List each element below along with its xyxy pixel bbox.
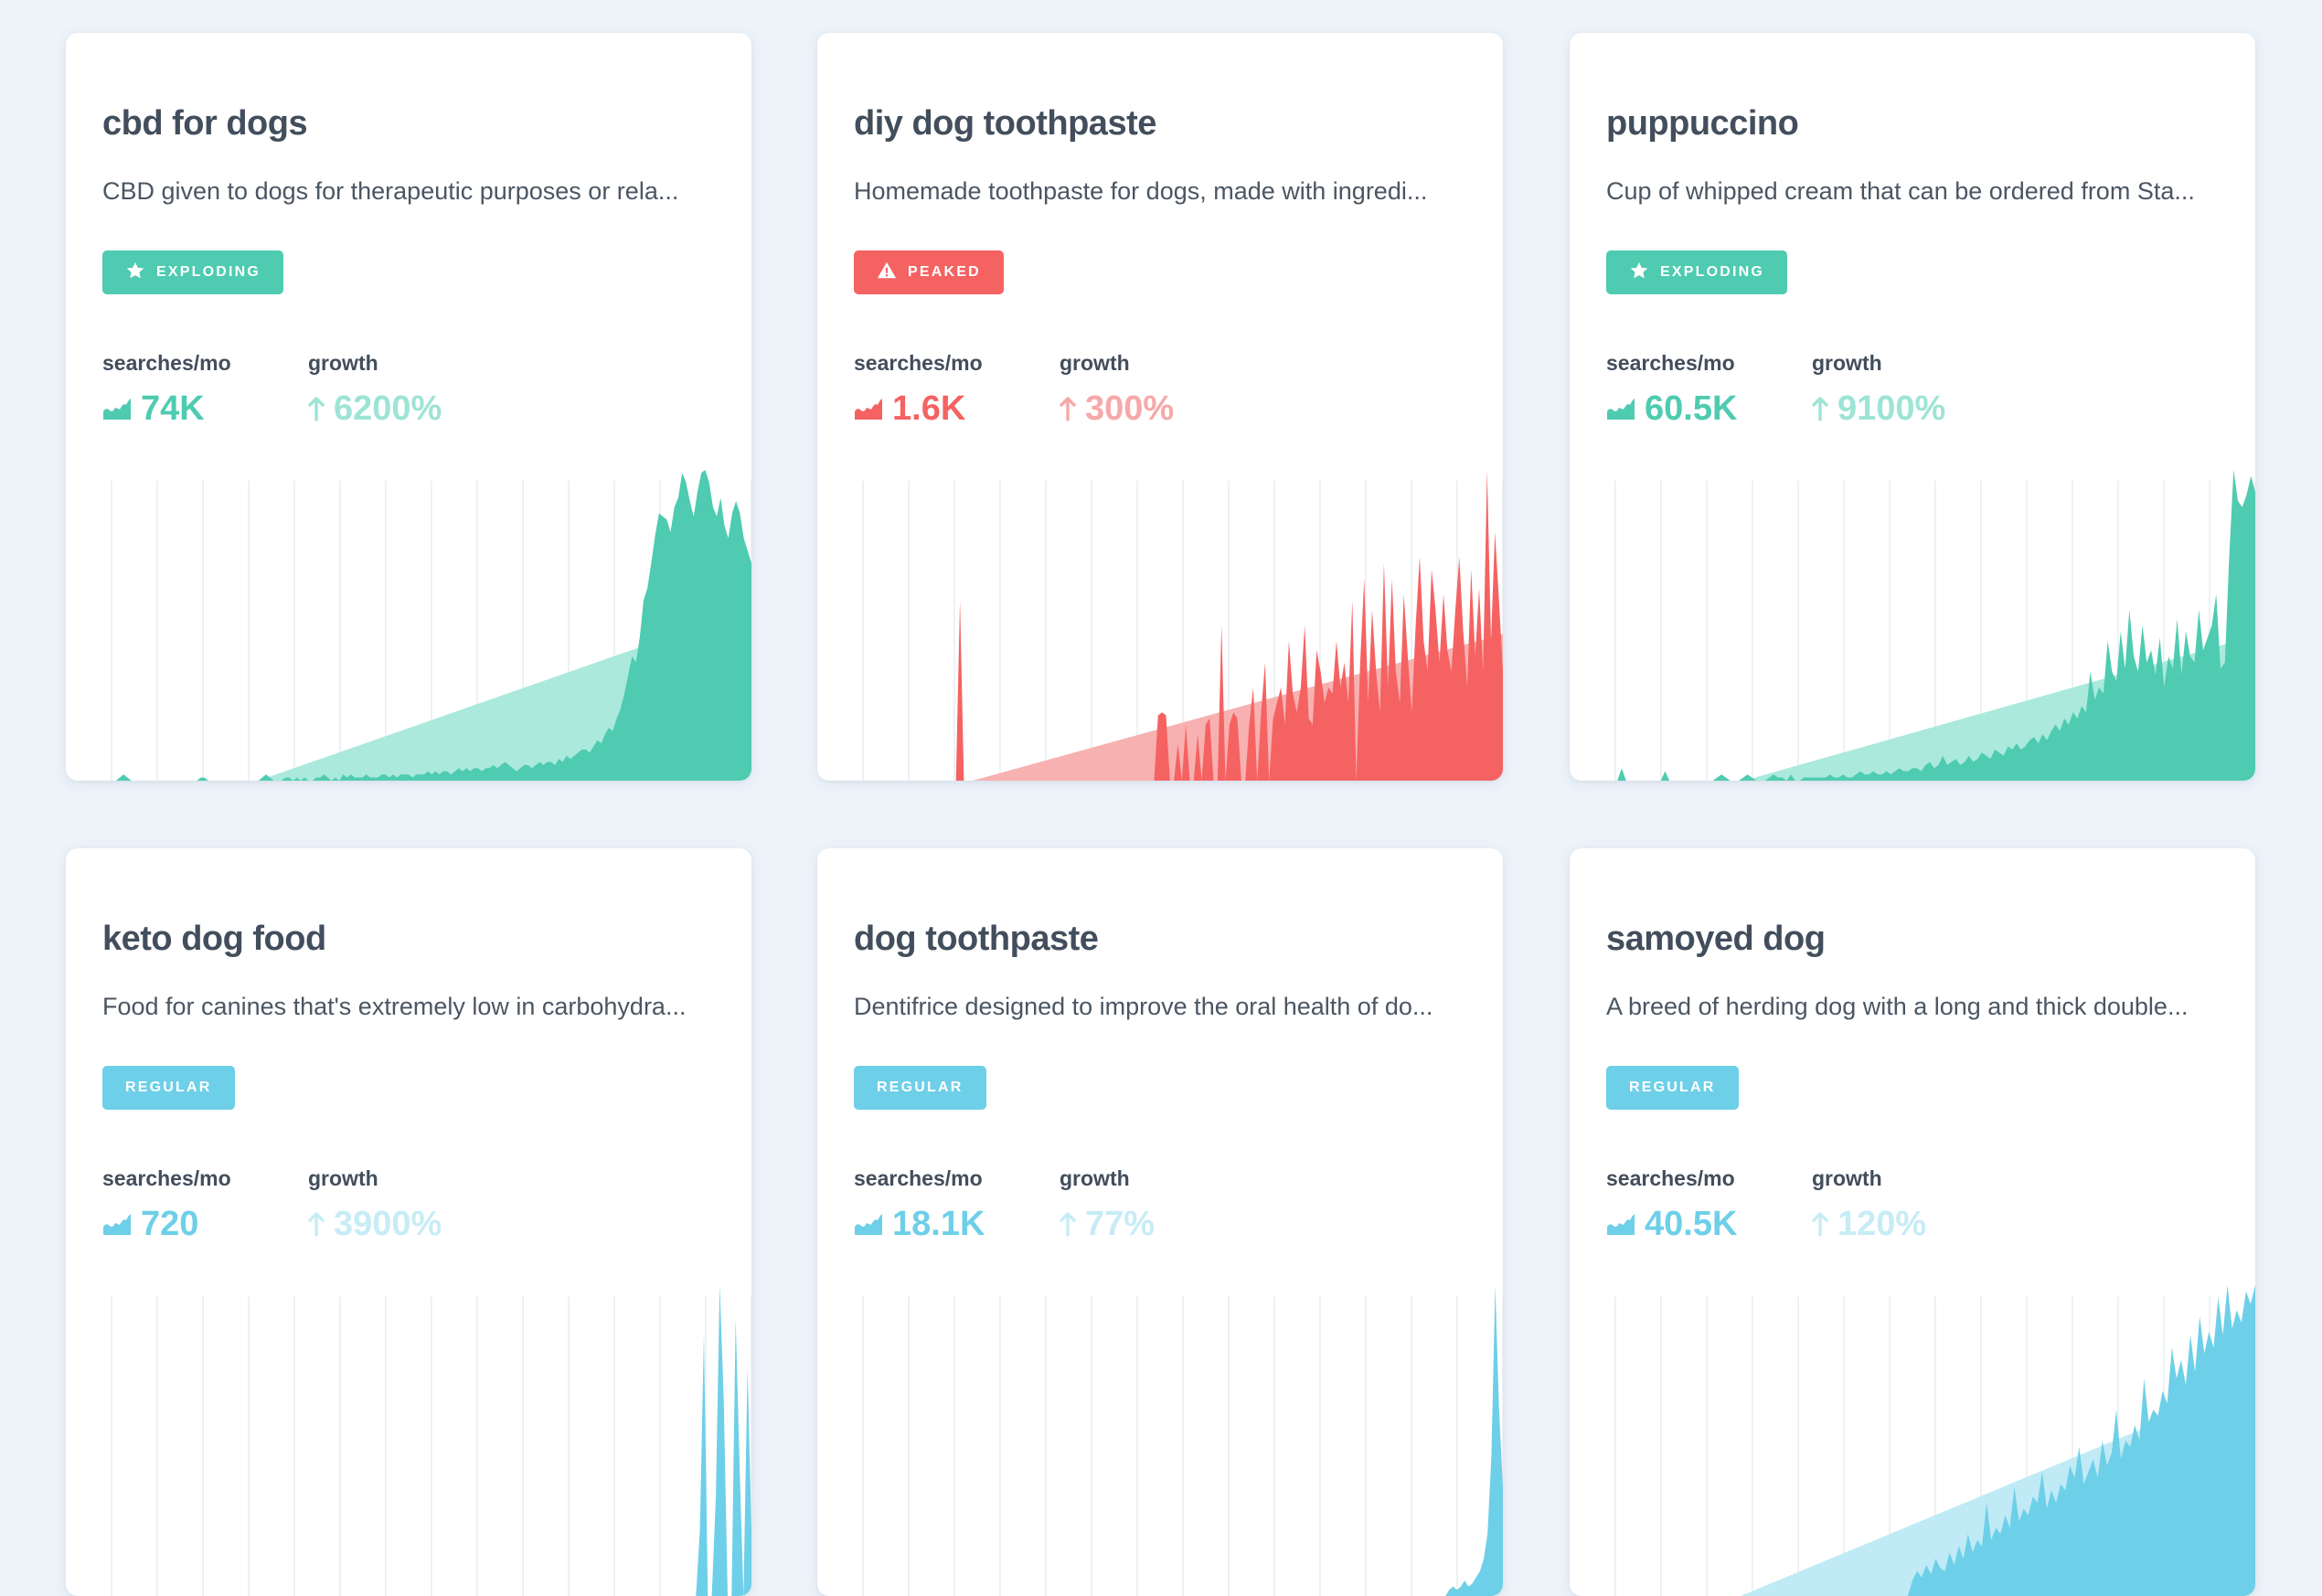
- growth-value: 6200%: [308, 386, 442, 431]
- trends-grid: cbd for dogs CBD given to dogs for thera…: [66, 33, 2255, 1596]
- growth-label: growth: [308, 1166, 378, 1190]
- searches-label: searches/mo: [102, 1166, 231, 1190]
- growth-value: 3900%: [308, 1201, 442, 1247]
- arrow-up-icon: [1812, 396, 1828, 421]
- growth-number: 9100%: [1837, 388, 1946, 428]
- search-volume-icon: [102, 1212, 132, 1236]
- trend-chart: [66, 1285, 751, 1596]
- searches-value: 18.1K: [854, 1201, 985, 1247]
- status-badge-label: REGULAR: [877, 1080, 964, 1095]
- card-description: Homemade toothpaste for dogs, made with …: [854, 177, 1428, 205]
- searches-label: searches/mo: [854, 351, 983, 375]
- trend-chart: [817, 470, 1503, 781]
- arrow-up-icon: [1060, 396, 1076, 421]
- status-badge-label: REGULAR: [125, 1080, 212, 1095]
- searches-number: 18.1K: [892, 1204, 985, 1243]
- trend-card[interactable]: samoyed dog A breed of herding dog with …: [1570, 848, 2255, 1596]
- searches-number: 720: [141, 1204, 199, 1243]
- growth-label: growth: [1060, 1166, 1130, 1190]
- growth-label: growth: [1060, 351, 1130, 375]
- card-title[interactable]: samoyed dog: [1606, 920, 1826, 958]
- trend-chart: [1570, 470, 2255, 781]
- search-volume-area: [66, 470, 751, 781]
- searches-value: 720: [102, 1201, 198, 1247]
- arrow-up-icon: [308, 1211, 325, 1237]
- growth-value: 300%: [1060, 386, 1174, 431]
- trend-card[interactable]: diy dog toothpaste Homemade toothpaste f…: [817, 33, 1503, 781]
- trend-chart: [1570, 1285, 2255, 1596]
- growth-label: growth: [1812, 1166, 1882, 1190]
- searches-value: 74K: [102, 386, 205, 431]
- growth-number: 77%: [1085, 1204, 1156, 1243]
- card-description: A breed of herding dog with a long and t…: [1606, 993, 2189, 1020]
- status-badge: REGULAR: [1606, 1066, 1739, 1110]
- card-title[interactable]: keto dog food: [102, 920, 326, 958]
- card-title[interactable]: dog toothpaste: [854, 920, 1099, 958]
- card-description: Dentifrice designed to improve the oral …: [854, 993, 1433, 1020]
- search-volume-area: [817, 470, 1503, 781]
- card-description: Cup of whipped cream that can be ordered…: [1606, 177, 2195, 205]
- card-title[interactable]: cbd for dogs: [102, 104, 308, 143]
- search-volume-icon: [102, 397, 132, 420]
- search-volume-icon: [854, 1212, 883, 1236]
- star-icon: [1629, 261, 1649, 285]
- trend-card[interactable]: dog toothpaste Dentifrice designed to im…: [817, 848, 1503, 1596]
- searches-value: 1.6K: [854, 386, 965, 431]
- star-icon: [125, 261, 145, 285]
- growth-value: 9100%: [1812, 386, 1945, 431]
- searches-number: 74K: [141, 388, 205, 428]
- growth-value: 77%: [1060, 1201, 1155, 1247]
- trend-card[interactable]: cbd for dogs CBD given to dogs for thera…: [66, 33, 751, 781]
- card-description: CBD given to dogs for therapeutic purpos…: [102, 177, 679, 205]
- card-title[interactable]: diy dog toothpaste: [854, 104, 1156, 143]
- trend-chart: [66, 470, 751, 781]
- arrow-up-icon: [308, 396, 325, 421]
- search-volume-area: [66, 1285, 751, 1596]
- searches-label: searches/mo: [1606, 351, 1735, 375]
- searches-number: 60.5K: [1645, 388, 1738, 428]
- arrow-up-icon: [1812, 1211, 1828, 1237]
- warning-icon: [877, 261, 897, 285]
- search-volume-icon: [1606, 1212, 1635, 1236]
- searches-label: searches/mo: [102, 351, 231, 375]
- trend-card[interactable]: puppuccino Cup of whipped cream that can…: [1570, 33, 2255, 781]
- growth-label: growth: [308, 351, 378, 375]
- status-badge-label: REGULAR: [1629, 1080, 1716, 1095]
- status-badge-label: EXPLODING: [1660, 264, 1765, 280]
- search-volume-area: [1570, 470, 2255, 781]
- searches-label: searches/mo: [1606, 1166, 1735, 1190]
- status-badge: REGULAR: [854, 1066, 986, 1110]
- search-volume-icon: [1606, 397, 1635, 420]
- trend-card[interactable]: keto dog food Food for canines that's ex…: [66, 848, 751, 1596]
- searches-value: 60.5K: [1606, 386, 1737, 431]
- searches-label: searches/mo: [854, 1166, 983, 1190]
- status-badge: REGULAR: [102, 1066, 235, 1110]
- searches-number: 1.6K: [892, 388, 966, 428]
- status-badge: EXPLODING: [102, 250, 284, 294]
- growth-value: 120%: [1812, 1201, 1926, 1247]
- status-badge: EXPLODING: [1606, 250, 1788, 294]
- arrow-up-icon: [1060, 1211, 1076, 1237]
- growth-number: 300%: [1085, 388, 1175, 428]
- status-badge-label: PEAKED: [908, 264, 981, 280]
- trend-chart: [817, 1285, 1503, 1596]
- growth-number: 6200%: [334, 388, 442, 428]
- status-badge: PEAKED: [854, 250, 1004, 294]
- search-volume-area: [817, 1285, 1503, 1596]
- search-volume-icon: [854, 397, 883, 420]
- growth-label: growth: [1812, 351, 1882, 375]
- status-badge-label: EXPLODING: [156, 264, 261, 280]
- growth-number: 3900%: [334, 1204, 442, 1243]
- growth-number: 120%: [1837, 1204, 1927, 1243]
- card-description: Food for canines that's extremely low in…: [102, 993, 687, 1020]
- searches-value: 40.5K: [1606, 1201, 1737, 1247]
- card-title[interactable]: puppuccino: [1606, 104, 1799, 143]
- searches-number: 40.5K: [1645, 1204, 1738, 1243]
